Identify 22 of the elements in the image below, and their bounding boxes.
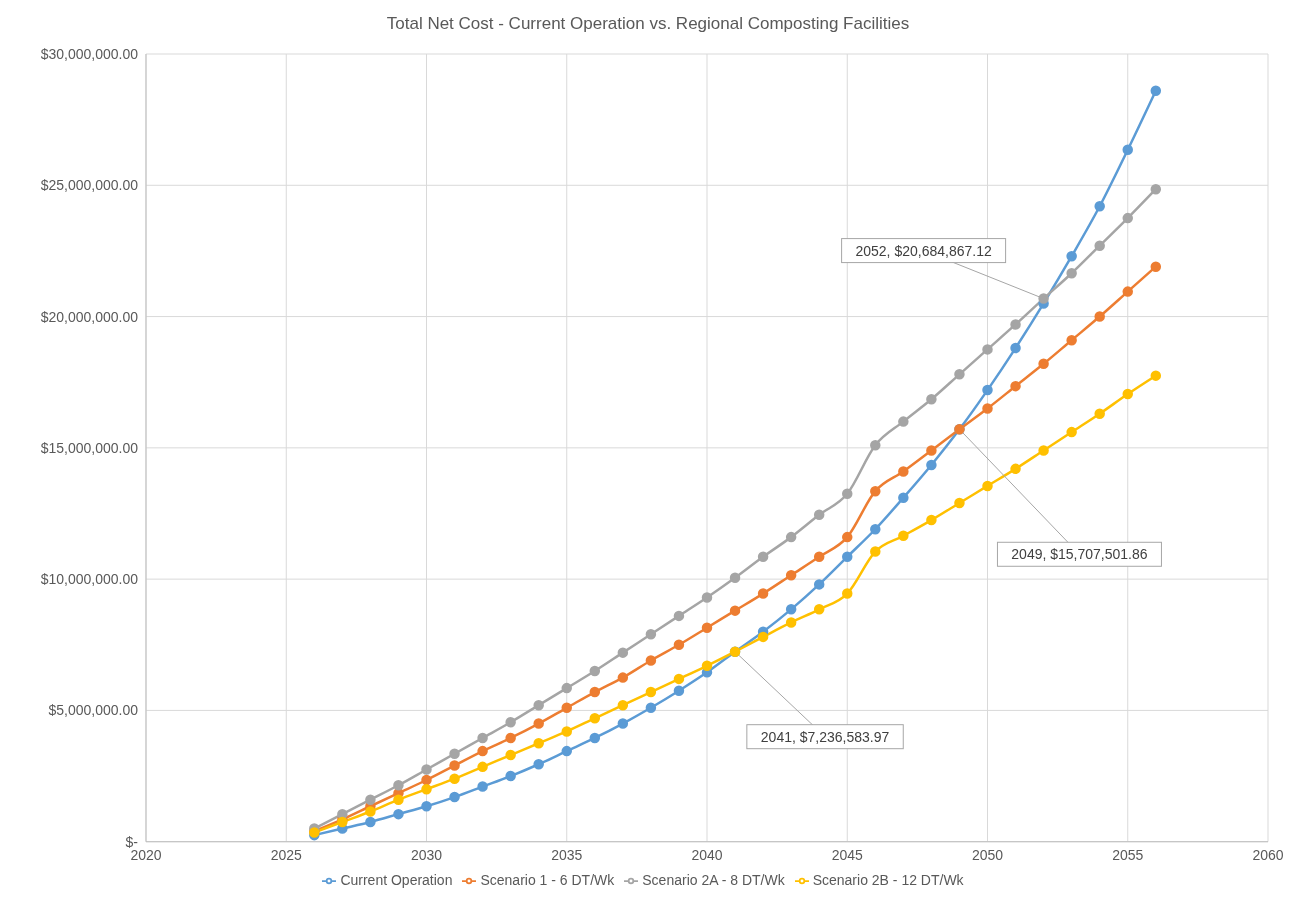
legend-label: Scenario 2B - 12 DT/Wk (812, 871, 964, 888)
x-tick-label: 2035 (551, 846, 583, 863)
annotation: 2049, $15,707,501.86 (1011, 546, 1148, 563)
y-tick-label: $20,000,000.00 (40, 308, 139, 325)
x-tick-label: 2050 (971, 846, 1004, 863)
x-tick-label: 2030 (410, 846, 443, 863)
legend-label: Scenario 2A - 8 DT/Wk (642, 871, 785, 888)
x-tick-label: 2025 (270, 846, 303, 863)
x-tick-label: 2060 (1252, 846, 1284, 863)
annotation: 2041, $7,236,583.97 (760, 728, 890, 745)
legend-label: Scenario 1 - 6 DT/Wk (480, 871, 615, 888)
legend-label: Current Operation (340, 871, 453, 888)
y-tick-label: $5,000,000.00 (48, 702, 139, 719)
y-tick-label: $30,000,000.00 (40, 45, 139, 62)
y-tick-label: $25,000,000.00 (40, 177, 139, 194)
y-tick-label: $15,000,000.00 (40, 439, 139, 456)
annotation: 2052, $20,684,867.12 (855, 242, 992, 259)
chart-title: Total Net Cost - Current Operation vs. Regional Composting Facilities (385, 14, 911, 34)
x-tick-label: 2045 (831, 846, 864, 863)
y-tick-label: $10,000,000.00 (40, 571, 139, 588)
x-tick-label: 2040 (691, 846, 723, 863)
x-tick-label: 2055 (1112, 846, 1144, 863)
